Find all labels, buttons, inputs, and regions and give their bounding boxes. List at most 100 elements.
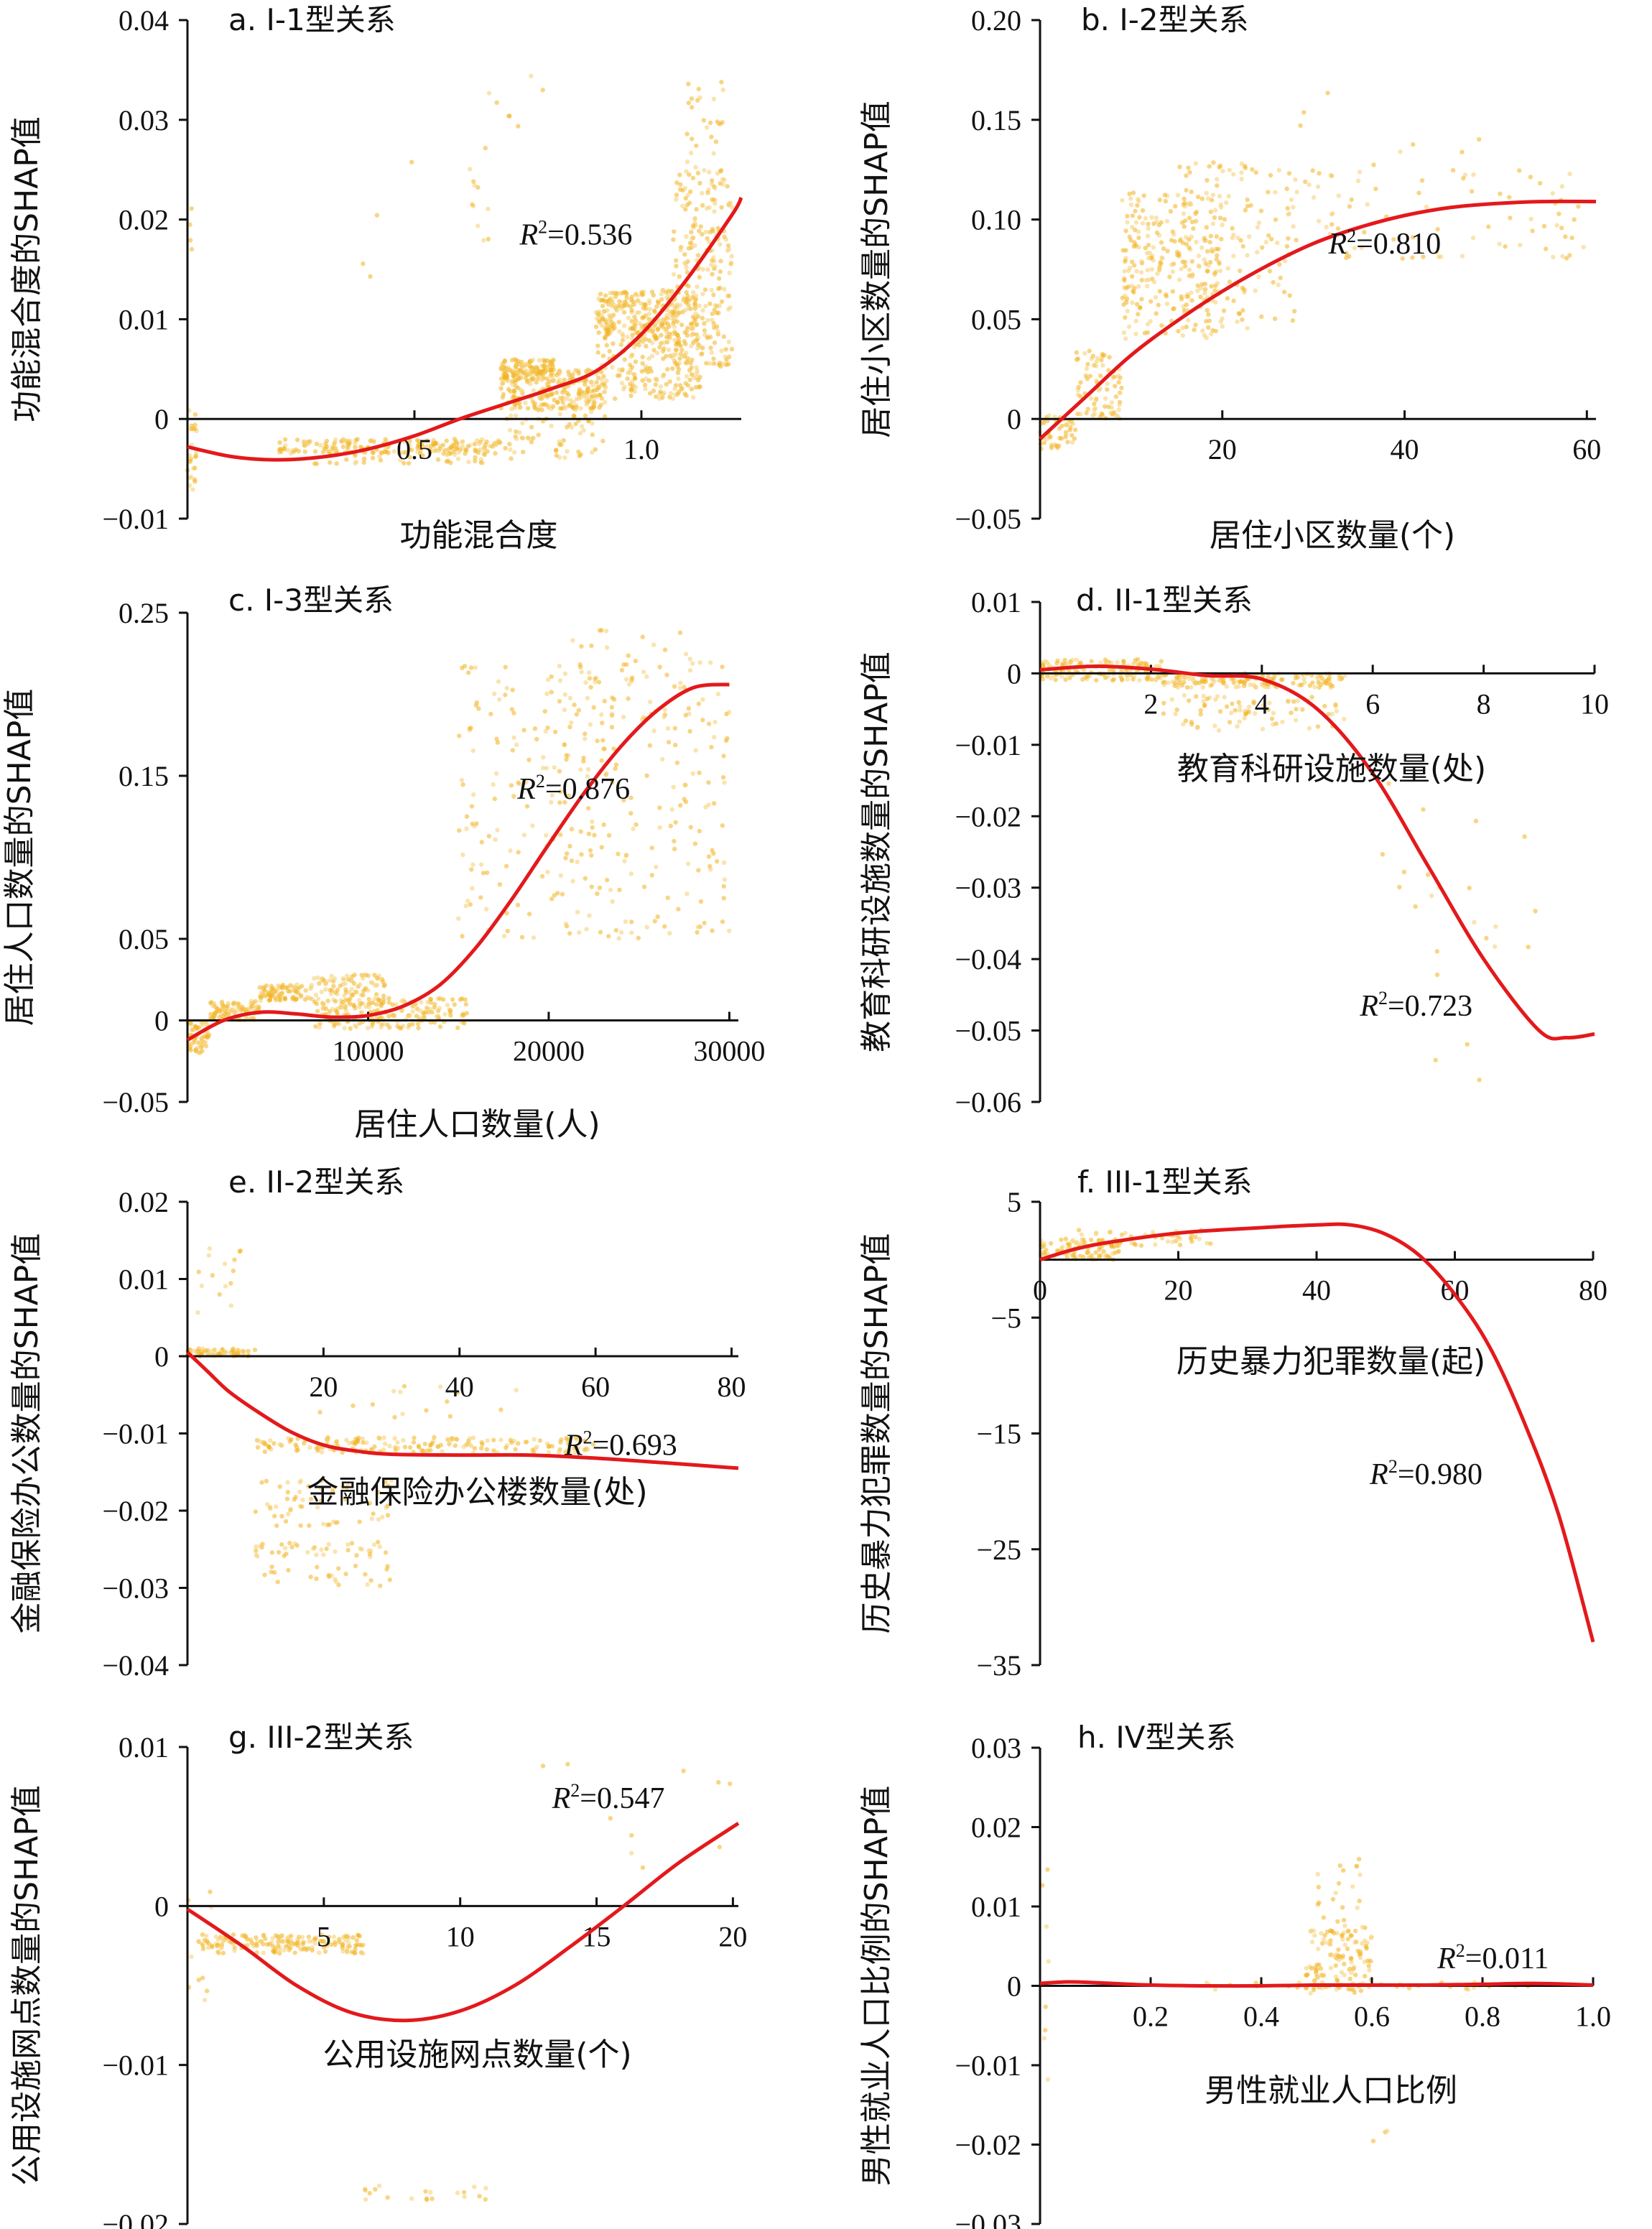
data-point [1236, 311, 1242, 316]
data-point [1054, 443, 1059, 448]
data-point [1308, 1991, 1313, 1996]
data-point [1139, 277, 1144, 283]
data-point [394, 1002, 399, 1007]
data-point [503, 445, 508, 451]
data-point [358, 444, 363, 450]
data-point [1153, 677, 1159, 682]
data-point [333, 1942, 338, 1947]
data-point [617, 329, 622, 334]
data-point [564, 756, 569, 762]
data-point [432, 1435, 437, 1440]
data-point [377, 1436, 382, 1441]
data-point [1330, 711, 1335, 717]
data-point [1429, 893, 1434, 899]
data-point [517, 430, 522, 435]
data-point [704, 125, 710, 130]
x-tick-label: 30000 [693, 1035, 765, 1067]
data-point [1268, 236, 1274, 241]
data-point [685, 360, 690, 365]
data-point [1078, 380, 1083, 385]
data-point [598, 292, 603, 297]
data-point [1151, 245, 1156, 250]
data-point [585, 1447, 590, 1452]
data-point [361, 460, 366, 465]
data-point [1351, 1966, 1356, 1972]
data-point [332, 976, 338, 981]
data-point [385, 1484, 391, 1489]
data-point [662, 647, 668, 652]
data-point [229, 1009, 235, 1014]
data-point [498, 386, 504, 391]
data-point [286, 988, 291, 994]
data-point [715, 226, 720, 231]
data-point [1184, 241, 1189, 247]
data-point [314, 441, 320, 447]
data-point [1191, 226, 1196, 231]
data-point [546, 1450, 552, 1455]
data-point [608, 290, 613, 296]
data-point [504, 367, 509, 372]
data-point [545, 358, 550, 363]
data-point [1129, 259, 1135, 264]
data-point [707, 301, 713, 306]
data-point [565, 1761, 570, 1767]
data-point [1182, 224, 1187, 229]
data-point [1304, 1965, 1309, 1971]
data-point [1137, 305, 1143, 310]
data-point [707, 170, 712, 175]
y-tick-label: 0 [1007, 657, 1021, 690]
data-point [552, 893, 557, 898]
data-point [1116, 380, 1121, 385]
data-point [523, 400, 528, 406]
data-point [1344, 251, 1349, 256]
data-point [419, 453, 424, 458]
data-point [340, 976, 345, 981]
data-point [1186, 165, 1191, 170]
data-point [424, 2196, 430, 2201]
data-point [692, 300, 697, 306]
data-point [491, 1448, 496, 1453]
data-point [468, 167, 473, 172]
data-point [312, 999, 317, 1004]
data-point [679, 386, 684, 391]
data-point [1125, 213, 1130, 219]
y-tick-label: −35 [976, 1649, 1021, 1682]
data-point [428, 1447, 433, 1453]
data-point [1146, 242, 1151, 248]
data-point [672, 229, 677, 234]
data-point [689, 236, 695, 241]
data-point [1207, 318, 1212, 323]
data-point [716, 1780, 721, 1785]
x-tick-label: 2 [1143, 687, 1158, 720]
data-point [1334, 708, 1340, 714]
data-point [1154, 664, 1159, 669]
data-point [661, 356, 666, 361]
data-point [407, 1022, 412, 1027]
data-point [307, 1523, 312, 1528]
data-point [719, 299, 725, 304]
data-point [1125, 220, 1130, 225]
data-point [1434, 972, 1440, 978]
data-point [282, 446, 287, 452]
data-point [1301, 676, 1307, 681]
data-point [486, 91, 492, 96]
data-point [1087, 374, 1093, 379]
data-point [277, 1947, 282, 1953]
data-point [461, 2189, 467, 2195]
data-point [562, 692, 567, 697]
data-point [679, 348, 685, 353]
data-point [702, 287, 708, 292]
data-point [492, 691, 497, 696]
fit-curve [1039, 664, 1595, 1041]
data-point [668, 391, 674, 396]
data-point [620, 331, 625, 337]
data-point [417, 1015, 422, 1020]
data-point [508, 368, 513, 373]
data-point [279, 1939, 284, 1944]
data-point [559, 1437, 564, 1442]
data-point [254, 1942, 259, 1947]
data-point [560, 399, 565, 404]
data-point [588, 722, 593, 727]
data-point [687, 377, 692, 382]
data-point [519, 935, 525, 940]
